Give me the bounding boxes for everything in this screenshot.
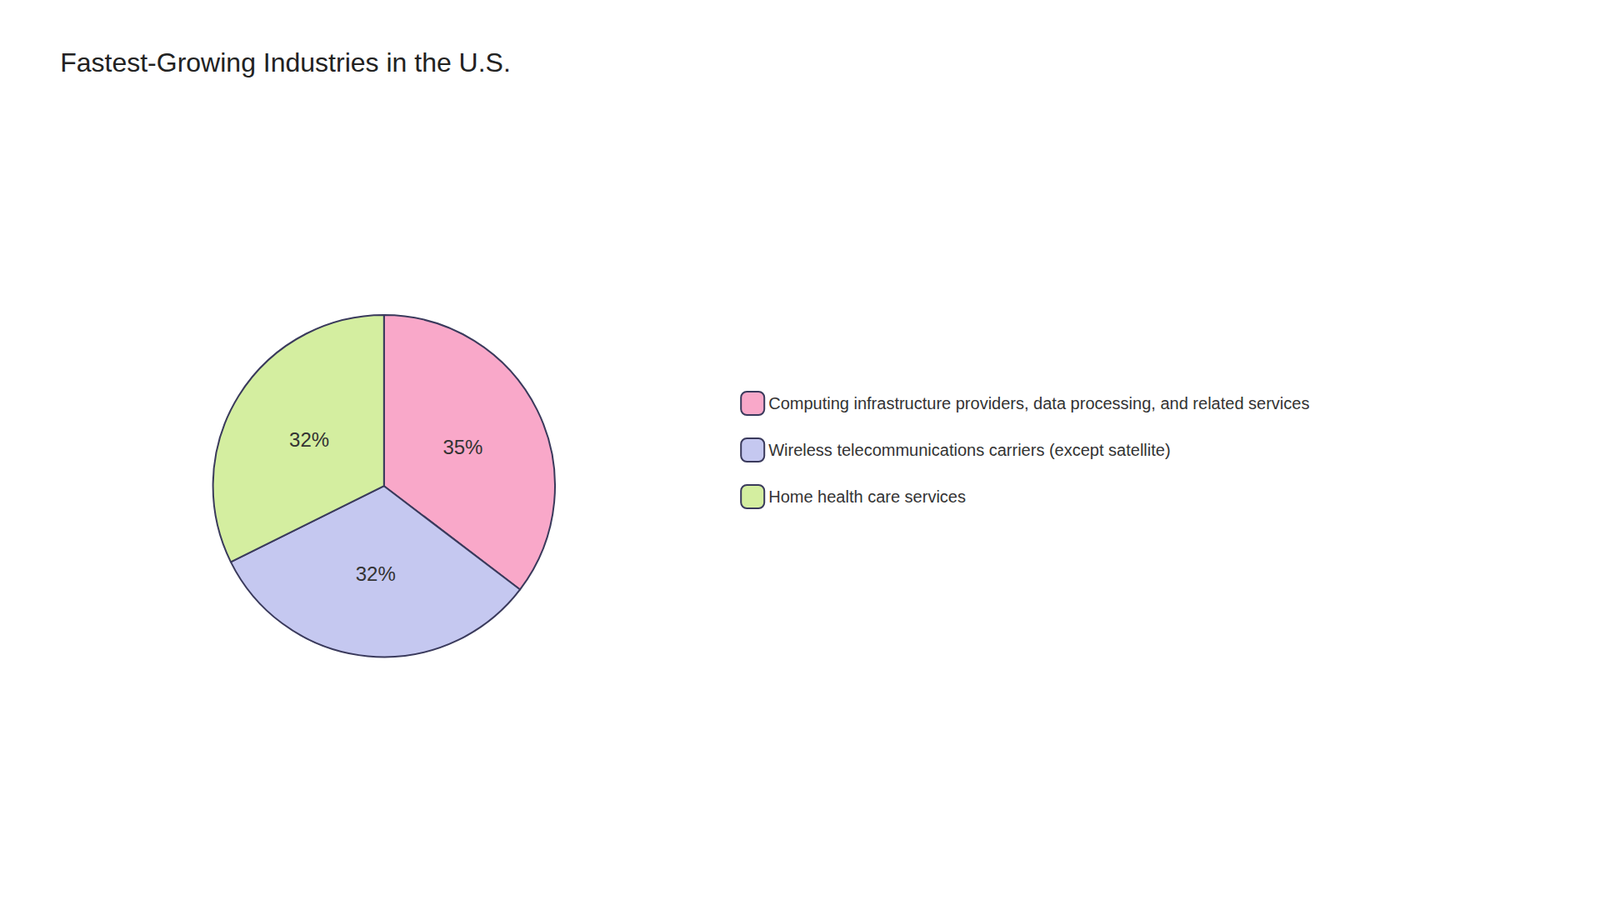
svg-text:Fastest-Growing Industries in: Fastest-Growing Industries in the U.S. [60,47,511,78]
svg-text:Wireless telecommunications ca: Wireless telecommunications carriers (ex… [768,440,1170,460]
svg-text:Home health care services: Home health care services [768,487,966,506]
svg-text:35%: 35% [442,435,483,459]
svg-text:32%: 32% [355,562,396,585]
svg-text:Computing infrastructure provi: Computing infrastructure providers, data… [768,394,1310,413]
svg-text:32%: 32% [289,428,330,451]
